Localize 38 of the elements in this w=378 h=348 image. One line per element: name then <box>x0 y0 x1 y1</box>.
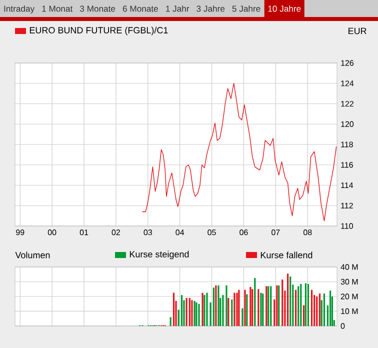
text: 5 Jahre <box>232 5 260 12</box>
x-tick-label: 04 <box>176 230 184 236</box>
y-tick-label: 30 M <box>340 278 358 285</box>
x-tick-label: 06 <box>240 230 248 236</box>
x-tick-label: 08 <box>303 230 312 236</box>
y-tick-label: 122 <box>341 100 354 107</box>
legend-label: Kurse fallend <box>260 252 312 258</box>
line-series <box>142 83 337 222</box>
y-tick-label: 124 <box>341 80 354 86</box>
y-tick-label: 118 <box>341 142 353 148</box>
y-tick-label: 40 M <box>340 264 358 270</box>
legend-label: Kurse steigend <box>130 250 189 260</box>
text: 1 Jahr <box>166 5 190 12</box>
x-tick-label: 05 <box>208 230 216 236</box>
chart-title: Volumen <box>15 252 50 258</box>
x-tick-label: 00 <box>48 230 56 236</box>
x-tick-label: 03 <box>144 230 152 236</box>
text: 3 Monate <box>80 6 116 12</box>
y-tick-label: 0 <box>340 323 345 329</box>
y-axis-title: EUR <box>348 28 366 34</box>
text: 3 Jahre <box>196 5 225 12</box>
y-tick-label: 116 <box>341 162 353 168</box>
x-tick-label: 02 <box>112 230 120 236</box>
y-tick-label: 112 <box>341 202 353 208</box>
y-tick-label: 120 <box>341 121 354 127</box>
y-tick-label: 114 <box>341 182 354 188</box>
text: Intraday <box>4 5 35 14</box>
text: 1 Monat <box>42 6 73 12</box>
text: 6 Monate <box>122 6 158 12</box>
y-tick-label: 126 <box>341 60 354 66</box>
y-tick-label: 10 M <box>341 308 358 314</box>
x-tick-label: 01 <box>80 230 88 236</box>
x-tick-label: 99 <box>16 230 24 236</box>
y-tick-label: 110 <box>341 223 353 229</box>
y-tick-label: 20 M <box>340 294 358 300</box>
text: 10 Jahre <box>268 5 301 12</box>
legend-label: EURO BUND FUTURE (FGBL)/C1 <box>30 26 168 36</box>
x-tick-label: 07 <box>272 230 280 236</box>
